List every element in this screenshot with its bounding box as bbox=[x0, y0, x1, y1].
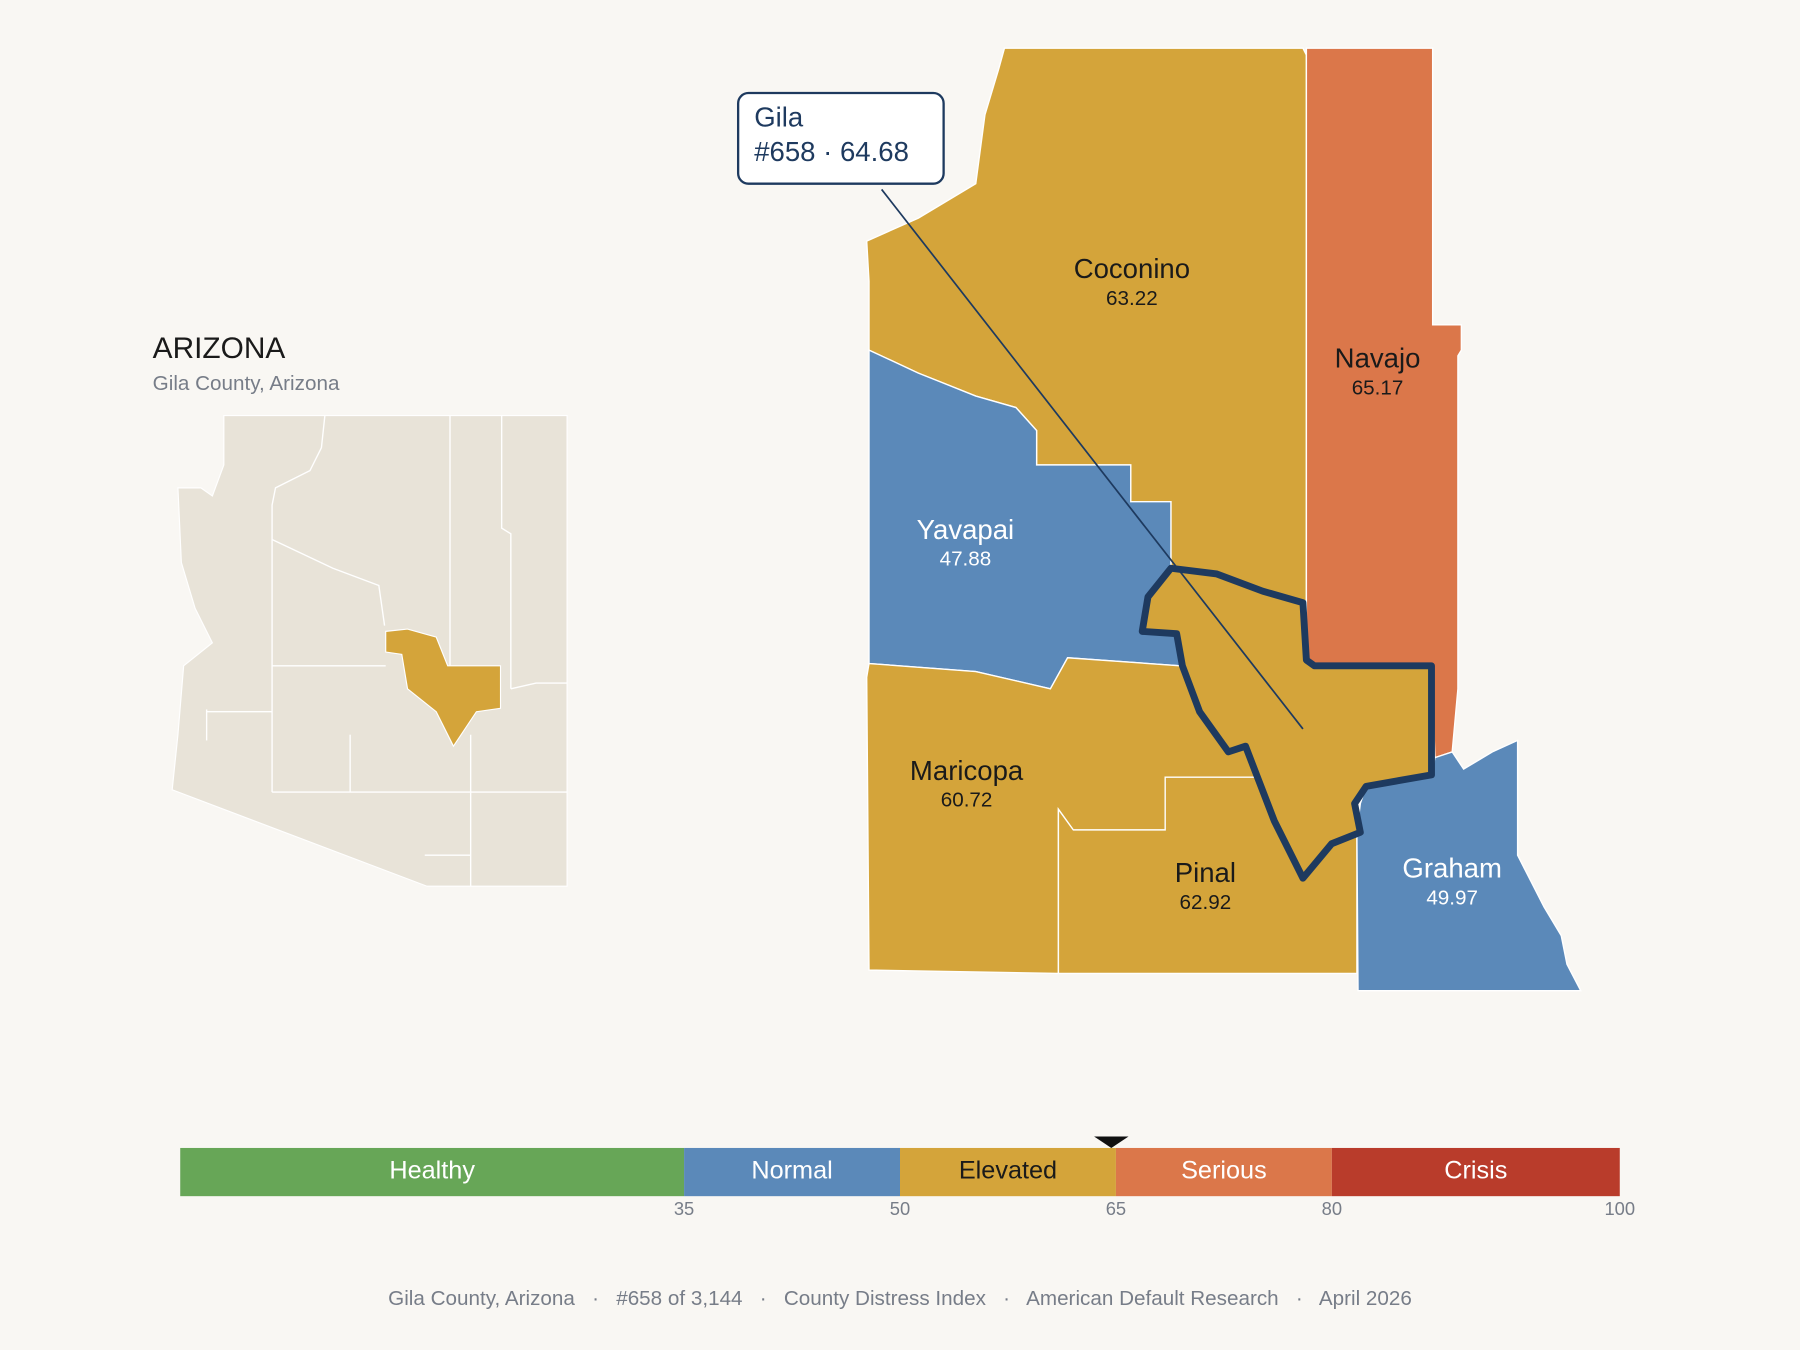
legend-band bbox=[180, 1147, 685, 1197]
county[interactable] bbox=[1305, 47, 1463, 759]
legend-band-label: Normal bbox=[751, 1157, 832, 1185]
legend-tick-label: 50 bbox=[890, 1198, 910, 1219]
inset-county-lines bbox=[205, 415, 568, 887]
county-score: 49.97 bbox=[1426, 886, 1478, 909]
county-score: 62.92 bbox=[1180, 891, 1232, 914]
legend-marker bbox=[1094, 1136, 1129, 1148]
county-name: Maricopa bbox=[910, 755, 1024, 786]
inset-focus-county bbox=[385, 628, 502, 748]
legend: Healthy Normal Elevated Serious Crisis 35 50 65… bbox=[180, 1136, 1635, 1219]
callout-box bbox=[736, 91, 945, 185]
legend-band-label: Serious bbox=[1181, 1157, 1267, 1185]
county-name: Pinal bbox=[1175, 857, 1236, 888]
legend-band-label: Crisis bbox=[1444, 1157, 1507, 1185]
county-name: Yavapai bbox=[917, 514, 1015, 545]
legend-band bbox=[900, 1147, 1116, 1197]
legend-tick-label: 80 bbox=[1322, 1198, 1342, 1219]
county-score: 63.22 bbox=[1106, 287, 1158, 310]
county-name: Graham bbox=[1402, 852, 1502, 883]
county-score: 65.17 bbox=[1352, 377, 1404, 400]
callout-value: #658 · 64.68 bbox=[754, 136, 909, 167]
focus-county[interactable] bbox=[1138, 564, 1435, 882]
inset-map bbox=[171, 414, 568, 887]
state-subtitle: Gila County, Arizona bbox=[153, 372, 340, 395]
inset-state bbox=[171, 414, 568, 887]
county-layer bbox=[865, 47, 1582, 992]
legend-band bbox=[1115, 1147, 1332, 1197]
legend-band-label: Healthy bbox=[389, 1157, 475, 1185]
county-name: Coconino bbox=[1074, 253, 1190, 284]
state-title: ARIZONA bbox=[153, 332, 286, 365]
legend-tick-label: 65 bbox=[1106, 1198, 1126, 1219]
legend-band-label: Elevated bbox=[959, 1157, 1057, 1185]
county-score: 47.88 bbox=[940, 548, 992, 571]
county-score: 60.72 bbox=[941, 789, 993, 812]
callout-name: Gila bbox=[754, 102, 804, 133]
legend-band bbox=[684, 1147, 900, 1197]
legend-tick-label: 35 bbox=[674, 1198, 694, 1219]
county-name: Navajo bbox=[1335, 343, 1421, 374]
footer: Gila County, Arizona · #658 of 3,144 · C… bbox=[388, 1287, 1412, 1310]
callout-leader bbox=[880, 188, 1304, 730]
legend-band bbox=[1331, 1147, 1620, 1197]
legend-tick-label: 100 bbox=[1604, 1198, 1635, 1219]
